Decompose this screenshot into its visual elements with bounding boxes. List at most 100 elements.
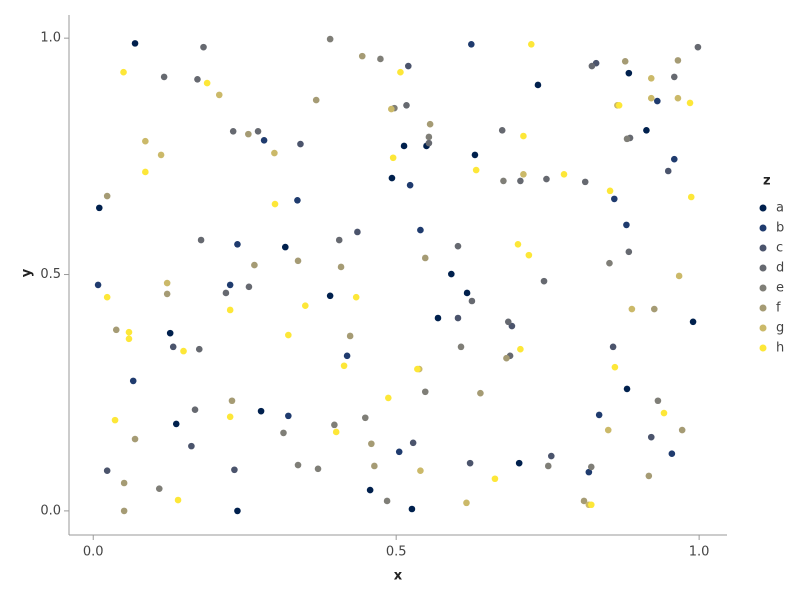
legend-swatch: [759, 204, 767, 212]
point: [103, 192, 111, 200]
point: [112, 326, 120, 334]
point: [120, 479, 128, 487]
point: [103, 293, 111, 301]
point: [543, 175, 550, 183]
legend-label: c: [776, 241, 783, 256]
point: [674, 57, 682, 64]
legend-swatch: [759, 244, 767, 252]
point: [403, 101, 410, 109]
point: [200, 43, 207, 51]
point: [194, 75, 201, 83]
point: [271, 200, 279, 208]
point: [157, 151, 165, 159]
point: [395, 448, 403, 456]
point: [674, 94, 682, 102]
y-axis-title: y: [20, 268, 35, 277]
point: [647, 433, 655, 441]
point: [103, 467, 111, 475]
point: [215, 91, 223, 99]
legend-swatch: [759, 264, 767, 272]
point: [120, 68, 127, 76]
point: [331, 421, 338, 429]
point: [468, 41, 475, 48]
point: [560, 171, 568, 178]
point: [163, 290, 171, 298]
point: [408, 505, 416, 513]
point: [203, 79, 211, 87]
point: [625, 69, 633, 77]
point: [463, 499, 470, 507]
point: [361, 414, 369, 422]
legend-label: e: [776, 281, 784, 296]
legend-swatch: [759, 324, 767, 332]
point: [94, 281, 102, 289]
point: [314, 465, 322, 473]
legend-swatch: [759, 344, 767, 352]
legend-label: a: [776, 201, 784, 216]
point: [229, 127, 237, 135]
x-tick-label: 1.0: [689, 545, 710, 560]
point: [131, 435, 139, 443]
point: [426, 120, 434, 128]
point: [294, 197, 301, 204]
point: [544, 462, 552, 470]
point: [417, 226, 424, 234]
point: [294, 461, 302, 469]
point: [231, 466, 238, 474]
point: [623, 221, 630, 229]
point: [611, 195, 618, 203]
point: [621, 58, 629, 65]
point: [520, 171, 527, 178]
point: [301, 302, 309, 310]
point: [647, 75, 655, 82]
point: [581, 178, 589, 186]
point: [425, 139, 433, 147]
point: [285, 331, 292, 339]
point: [326, 35, 334, 43]
point: [234, 240, 241, 248]
y-tick-label: 1.0: [40, 31, 61, 46]
point: [468, 297, 476, 305]
point: [297, 140, 304, 148]
point: [174, 496, 182, 504]
point: [197, 236, 205, 244]
point: [406, 181, 414, 189]
point: [142, 137, 149, 145]
point: [654, 397, 662, 405]
legend-swatch: [759, 224, 767, 232]
point: [504, 318, 512, 326]
point: [340, 362, 348, 370]
point: [352, 293, 360, 301]
point: [647, 94, 655, 102]
point: [503, 354, 510, 362]
point: [500, 177, 507, 185]
x-axis-title: x: [394, 569, 403, 584]
point: [514, 240, 522, 248]
point: [668, 450, 676, 457]
point: [588, 62, 596, 70]
point: [354, 228, 361, 236]
point: [623, 135, 631, 143]
point: [498, 127, 506, 134]
point: [414, 365, 421, 373]
point: [385, 394, 392, 402]
point: [343, 352, 351, 360]
point: [260, 136, 268, 144]
point: [155, 485, 163, 492]
point: [120, 507, 128, 515]
point: [358, 52, 366, 60]
point: [371, 462, 378, 470]
point: [609, 343, 617, 351]
point: [389, 154, 397, 162]
point: [166, 329, 174, 337]
point: [191, 406, 199, 414]
point: [454, 314, 462, 322]
point: [540, 277, 548, 285]
point: [454, 242, 462, 250]
point: [142, 168, 149, 176]
point: [245, 130, 252, 138]
point: [337, 263, 345, 271]
point: [195, 345, 203, 353]
